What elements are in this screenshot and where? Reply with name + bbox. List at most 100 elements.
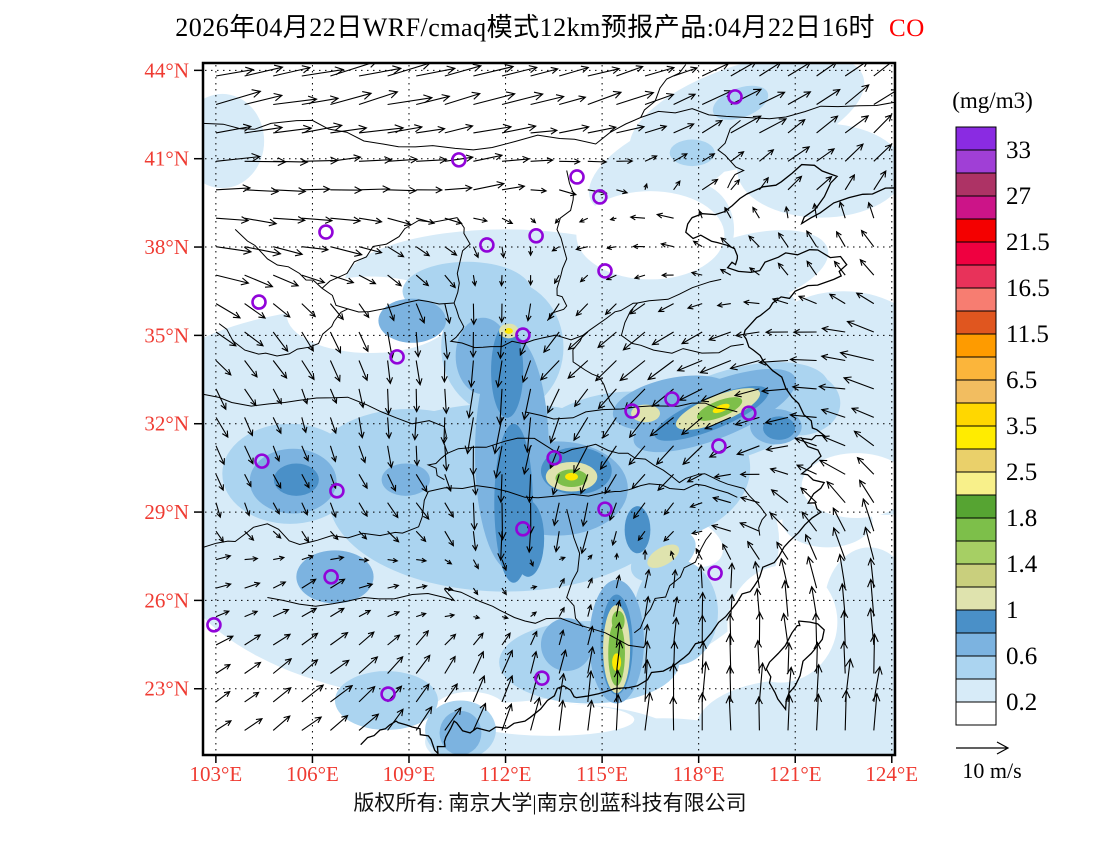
wind-arrow <box>472 650 485 674</box>
wind-arrow <box>642 658 652 702</box>
wind-arrow <box>642 549 648 560</box>
wind-arrow <box>764 328 789 336</box>
wind-arrow <box>587 90 623 106</box>
legend-color-block <box>955 425 997 450</box>
wind-arrow <box>444 303 452 325</box>
wind-arrow <box>784 205 790 219</box>
wind-arrow <box>473 91 516 106</box>
wind-arrow <box>215 417 229 439</box>
wind-arrow <box>573 445 589 474</box>
y-tick-label: 32°N <box>144 412 189 436</box>
wind-arrow <box>473 63 515 77</box>
wind-arrow <box>358 656 379 674</box>
x-tick-label: 103°E <box>190 762 243 786</box>
wind-arrow <box>501 91 544 106</box>
wind-arrow <box>644 691 654 731</box>
co-fill-region <box>504 328 513 334</box>
wind-arrow <box>330 274 355 285</box>
city-marker <box>534 670 550 686</box>
wind-arrow <box>442 388 450 415</box>
wind-arrow <box>386 360 394 385</box>
co-fill-region <box>203 93 265 189</box>
wind-arrow <box>273 124 313 134</box>
wind-arrow <box>548 303 560 321</box>
wind-arrow <box>301 216 334 224</box>
wind-arrow <box>726 612 734 646</box>
wind-arrow <box>669 695 678 731</box>
wind-arrow <box>813 693 823 731</box>
legend-tick-label: 1.8 <box>1006 505 1037 532</box>
wind-arrow <box>657 303 674 313</box>
wind-arrow <box>501 123 537 134</box>
city-marker <box>597 501 613 517</box>
wind-arrow <box>780 612 789 646</box>
co-fill-region <box>612 653 622 672</box>
wind-arrow <box>444 217 463 225</box>
wind-arrow <box>215 246 253 255</box>
wind-arrow <box>472 587 479 596</box>
wind-arrow <box>777 232 789 248</box>
coastline <box>898 153 911 200</box>
legend-color-block <box>955 287 997 312</box>
wind-arrow <box>444 184 473 192</box>
wind-arrow <box>669 662 678 702</box>
wind-arrow <box>730 88 763 105</box>
wind-arrow <box>358 388 366 409</box>
wind-arrow <box>272 581 287 589</box>
wind-arrow <box>860 229 875 248</box>
wind-arrow <box>358 156 393 164</box>
co-fill-region <box>624 506 651 554</box>
wind-arrow <box>415 246 431 257</box>
wind-arrow <box>501 183 526 191</box>
co-fill-region <box>611 610 625 632</box>
wind-arrow <box>558 577 565 589</box>
wind-arrow <box>722 543 732 560</box>
wind-arrow <box>655 212 674 219</box>
wind-arrow <box>795 464 817 475</box>
wind-arrow <box>816 175 833 191</box>
wind-arrow <box>701 119 724 134</box>
legend-unit-label: (mg/m3) <box>952 88 1033 113</box>
wind-arrow <box>736 445 760 456</box>
wind-arrow <box>301 360 315 381</box>
wind-arrow <box>469 331 477 359</box>
province-boundary <box>203 393 449 481</box>
wind-arrow <box>789 356 817 364</box>
wind-arrow <box>244 445 254 465</box>
wind-arrow <box>632 243 646 250</box>
wind-arrow <box>244 217 278 227</box>
city-marker <box>664 391 680 407</box>
wind-arrow <box>301 95 340 106</box>
wind-arrow <box>599 445 617 471</box>
wind-arrow <box>549 417 560 444</box>
wind-arrow <box>759 91 786 105</box>
co-fill-region <box>565 472 578 481</box>
wind-arrow <box>839 350 874 362</box>
wind-arrow <box>616 124 646 134</box>
wind-arrow <box>215 66 255 77</box>
wind-arrow <box>553 274 560 285</box>
wind-arrow <box>713 473 731 480</box>
wind-arrow <box>444 682 458 703</box>
wind-arrow <box>492 417 503 455</box>
legend-color-block <box>955 241 997 266</box>
wind-arrow <box>870 632 879 674</box>
wind-arrow <box>759 149 775 162</box>
wind-arrow <box>387 217 412 227</box>
wind-arrow <box>671 568 678 589</box>
wind-arrow <box>844 143 864 162</box>
wind-arrow <box>647 360 674 381</box>
wind-arrow <box>820 408 846 418</box>
wind-arrow <box>608 502 617 522</box>
wind-arrow <box>673 153 688 162</box>
wind-arrow <box>358 360 369 382</box>
wind-arrow <box>215 554 232 561</box>
wind-arrow <box>244 691 260 703</box>
wind-arrow <box>444 559 453 565</box>
wind-arrow <box>554 217 560 224</box>
province-boundary <box>347 299 455 313</box>
wind-arrow <box>698 614 707 646</box>
wind-arrow <box>244 92 284 106</box>
wind-arrow <box>387 274 403 287</box>
